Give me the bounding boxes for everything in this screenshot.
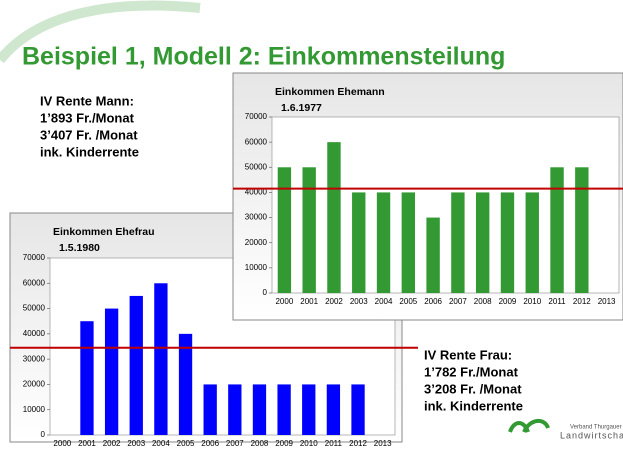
- x-tick-label: 2001: [300, 297, 318, 306]
- x-tick-label: 2012: [573, 297, 591, 306]
- x-tick-label: 2006: [424, 297, 442, 306]
- bar: [376, 192, 391, 293]
- x-tick-label: 2008: [251, 439, 269, 448]
- text-line: IV Rente Mann:: [40, 93, 134, 108]
- bar: [575, 167, 589, 293]
- bar: [550, 167, 564, 293]
- y-tick-label: 70000: [245, 112, 268, 121]
- chart-husband: Einkommen Ehemann 1.6.1977 0 10000 20000 3000…: [232, 72, 623, 321]
- y-tick-label: 60000: [23, 278, 46, 287]
- x-tick-label: 2002: [103, 439, 121, 448]
- bar: [129, 295, 143, 435]
- x-tick-label: 2003: [350, 297, 368, 306]
- bar: [302, 167, 316, 293]
- logo-text: Landwirtschaft: [560, 430, 623, 440]
- bar: [525, 192, 539, 293]
- y-tick-label: 70000: [23, 253, 46, 262]
- y-tick-label: 50000: [245, 162, 268, 171]
- x-tick-label: 2003: [127, 439, 145, 448]
- text-right: IV Rente Frau: 1’782 Fr./Monat 3’208 Fr.…: [424, 347, 523, 413]
- text-line: ink. Kinderrente: [40, 144, 139, 159]
- decoration: [0, 0, 201, 64]
- bar: [426, 217, 440, 293]
- y-tick-label: 30000: [23, 354, 46, 363]
- bar: [326, 384, 341, 435]
- x-tick-label: 2005: [399, 297, 417, 306]
- bar: [327, 142, 341, 293]
- y-tick-label: 0: [41, 430, 46, 439]
- y-tick-label: 50000: [23, 304, 46, 313]
- y-tick-label: 60000: [245, 137, 268, 146]
- x-tick-label: 2000: [275, 297, 293, 306]
- bar: [252, 384, 267, 435]
- x-tick-label: 2008: [474, 297, 492, 306]
- chart-subtitle: 1.5.1980: [59, 242, 100, 254]
- bar: [178, 333, 193, 435]
- bar: [203, 384, 217, 435]
- bar: [104, 308, 119, 435]
- bar: [277, 167, 292, 293]
- logo: Verband Thurgauer Landwirtschaft: [508, 419, 623, 440]
- x-tick-label: 2006: [201, 439, 219, 448]
- x-tick-label: 2011: [548, 297, 566, 306]
- text-line: 3’407 Fr. /Monat: [40, 127, 138, 142]
- x-tick-label: 2013: [374, 439, 392, 448]
- y-tick-label: 30000: [245, 213, 268, 222]
- bar: [351, 384, 365, 435]
- x-tick-label: 2002: [325, 297, 343, 306]
- bar: [451, 192, 465, 293]
- y-tick-label: 40000: [245, 188, 268, 197]
- x-tick-label: 2009: [275, 439, 293, 448]
- x-tick-label: 2010: [300, 439, 318, 448]
- text-line: IV Rente Frau:: [424, 347, 512, 362]
- x-tick-label: 2007: [226, 439, 244, 448]
- x-tick-label: 2013: [598, 297, 616, 306]
- y-tick-label: 20000: [245, 238, 268, 247]
- logo-text: Verband Thurgauer: [570, 425, 622, 431]
- bar: [401, 192, 416, 293]
- y-tick-label: 40000: [23, 329, 46, 338]
- x-tick-label: 2001: [78, 439, 96, 448]
- x-tick-label: 2005: [177, 439, 195, 448]
- bar: [277, 384, 291, 435]
- logo-icon: [508, 419, 550, 433]
- x-tick-label: 2011: [325, 439, 343, 448]
- x-tick-label: 2012: [349, 439, 367, 448]
- y-tick-label: 10000: [245, 263, 268, 272]
- bar: [500, 192, 515, 293]
- bar: [80, 321, 94, 435]
- y-tick-label: 0: [263, 288, 268, 297]
- y-tick-label: 10000: [23, 405, 46, 414]
- text-line: 1’893 Fr./Monat: [40, 110, 135, 125]
- x-tick-label: 2004: [375, 297, 393, 306]
- bar: [352, 192, 366, 293]
- text-line: 3’208 Fr. /Monat: [424, 381, 522, 396]
- bar: [228, 384, 242, 435]
- x-tick-label: 2000: [53, 439, 71, 448]
- text-line: ink. Kinderrente: [424, 398, 523, 413]
- y-tick-label: 20000: [23, 380, 46, 389]
- x-tick-label: 2007: [449, 297, 467, 306]
- x-tick-label: 2010: [523, 297, 541, 306]
- x-tick-label: 2004: [152, 439, 170, 448]
- chart-title: Einkommen Ehefrau: [53, 226, 155, 238]
- x-tick-label: 2009: [499, 297, 517, 306]
- bar: [475, 192, 490, 293]
- slide-title: Beispiel 1, Modell 2: Einkommensteilung: [22, 43, 505, 71]
- chart-subtitle: 1.6.1977: [281, 102, 322, 114]
- text-line: 1’782 Fr./Monat: [424, 364, 519, 379]
- plot-area: [271, 116, 620, 294]
- bar: [302, 384, 316, 435]
- text-left: IV Rente Mann: 1’893 Fr./Monat 3’407 Fr.…: [40, 93, 139, 159]
- chart-title: Einkommen Ehemann: [275, 86, 385, 98]
- bar: [154, 283, 168, 435]
